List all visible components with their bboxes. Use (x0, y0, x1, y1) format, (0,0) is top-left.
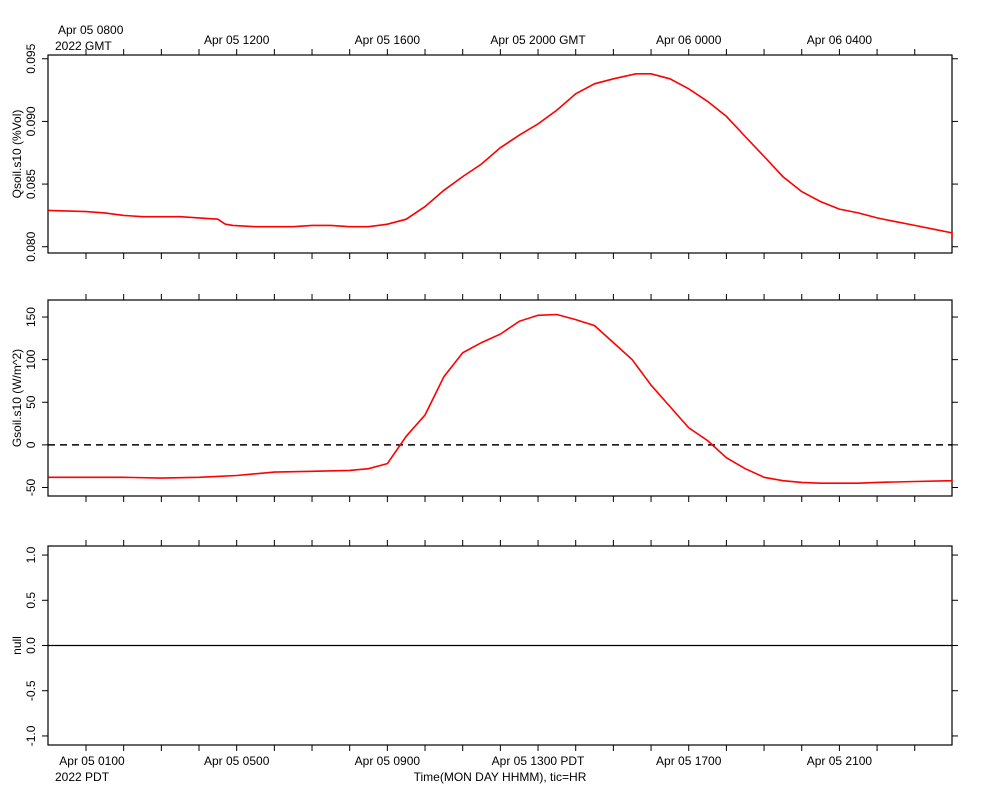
top-axis-tick-label: Apr 05 1600 (355, 33, 421, 47)
y-tick-label: 0.090 (24, 106, 38, 136)
bottom-axis-tick-label: Apr 05 2100 (807, 754, 873, 768)
bottom-axis-tick-label: Apr 05 0900 (355, 754, 421, 768)
y-tick-label: 0 (24, 441, 38, 448)
gmt-axis-year-label: 2022 GMT (55, 39, 112, 53)
top-axis-tick-label: Apr 06 0400 (807, 33, 873, 47)
y-tick-label: 0.0 (24, 637, 38, 654)
top-axis-tick-label: Apr 05 2000 GMT (490, 33, 586, 47)
y-tick-label: 0.5 (24, 592, 38, 609)
y-tick-label: 100 (24, 349, 38, 369)
y-tick-label: 1.0 (24, 546, 38, 563)
y-axis-title: Qsoil.s10 (%Vol) (10, 110, 24, 199)
series-line (48, 313, 953, 485)
x-axis-title: Time(MON DAY HHMM), tic=HR (414, 770, 587, 784)
y-tick-label: -50 (24, 478, 38, 496)
panel-qsoil-frame (47, 54, 953, 254)
top-axis-tick-label: Apr 05 1200 (204, 33, 270, 47)
pdt-axis-year-label: 2022 PDT (55, 770, 110, 784)
series-lines (48, 73, 953, 647)
top-axis-tick-label: Apr 06 0000 (656, 33, 722, 47)
bottom-axis-tick-label: Apr 05 1300 PDT (492, 754, 585, 768)
y-tick-label: -1.0 (24, 725, 38, 746)
bottom-axis-tick-label: Apr 05 0100 (59, 754, 125, 768)
axis-labels: 0.080 0.085 0.090 0.095 Qsoil.s10 (%Vol) Apr … (10, 33, 872, 768)
y-tick-label: 0.095 (24, 43, 38, 73)
y-axis-title: Gsoil.s10 (W/m^2) (10, 349, 24, 447)
y-axis-title: null (10, 636, 24, 655)
y-tick-label: 150 (24, 307, 38, 327)
y-tick-label: 50 (24, 395, 38, 409)
gmt-axis-start-label: Apr 05 0800 (58, 23, 124, 37)
bottom-axis-tick-label: Apr 05 1700 (656, 754, 722, 768)
axis-ticks (42, 49, 958, 751)
series-line (48, 73, 953, 238)
panel-gsoil-frame (47, 299, 953, 497)
y-tick-label: 0.080 (24, 231, 38, 261)
bottom-axis-tick-label: Apr 05 0500 (204, 754, 270, 768)
y-tick-label: -0.5 (24, 680, 38, 701)
y-tick-label: 0.085 (24, 169, 38, 199)
